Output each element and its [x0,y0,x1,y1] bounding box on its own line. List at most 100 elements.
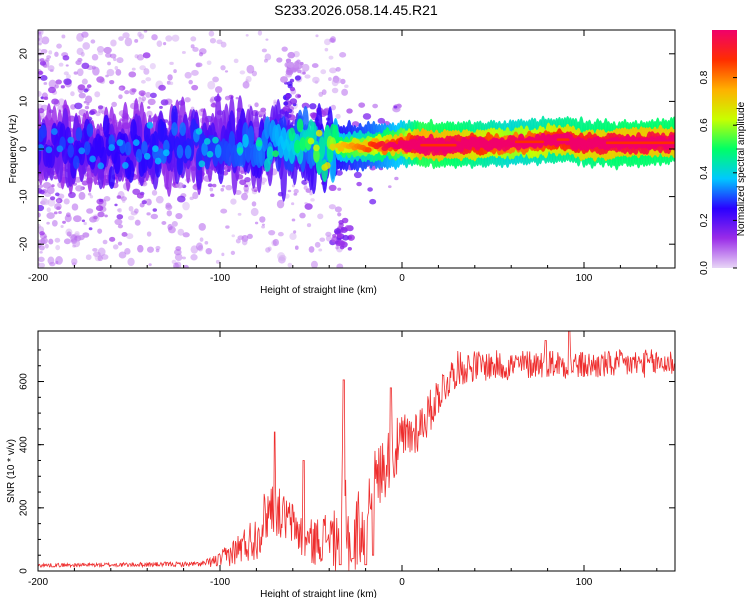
noise-blob [114,218,123,226]
noise-blob [221,252,225,257]
spectrogram-x-axis-label: Height of straight line (km) [260,285,377,296]
signal-band-segment [176,152,184,176]
cluster-blob [289,98,298,105]
noise-blob [127,257,135,267]
noise-blob [155,195,164,204]
noise-blob [173,69,177,74]
noise-blob [76,47,84,56]
signal-band-segment [152,145,159,153]
noise-blob [277,231,284,237]
scatter-blob [244,184,249,188]
noise-blob [293,230,297,234]
scatter-blob [40,96,44,99]
noise-blob [328,77,332,81]
colorbar: 0.0 0.2 0.4 0.6 0.8 [699,30,737,275]
scatter-blob [128,71,137,78]
noise-blob [245,75,252,83]
noise-blob [112,244,119,250]
noise-blob [82,42,91,50]
spectrogram-marks [38,30,675,268]
noise-blob [291,218,296,222]
noise-blob [198,222,206,231]
noise-blob [146,212,151,216]
noise-blob [105,52,112,58]
noise-blob [122,199,126,203]
noise-blob [324,38,331,46]
signal-band-segment [141,140,148,155]
snr-marks [38,331,675,571]
noise-blob [48,79,57,89]
scatter-blob [62,220,66,224]
signal-band-segment [40,124,47,139]
scatter-blob [97,211,105,218]
noise-blob [247,233,253,240]
scatter-blob [369,198,377,205]
scatter-blob [55,192,60,197]
noise-blob [337,212,342,217]
scatter-blob [88,110,95,116]
noise-blob [118,36,124,41]
noise-blob [94,91,101,98]
scatter-blob [138,90,146,97]
noise-blob [250,207,259,217]
snr-axes: -200 -100 0 100 0 200 400 600 [19,330,676,588]
noise-blob [310,260,318,268]
noise-blob [71,258,78,265]
noise-blob [120,196,127,202]
scatter-blob [60,85,65,89]
scatter-blob [304,203,313,210]
noise-blob [85,95,93,104]
noise-blob [81,31,89,38]
noise-blob [265,247,271,253]
noise-blob [334,206,342,213]
scatter-blob [46,212,55,219]
noise-blob [225,184,233,191]
signal-band-segment [378,140,386,147]
scatter-blob [254,189,258,193]
noise-blob [102,239,108,245]
cluster-blob [280,76,288,83]
scatter-blob [121,232,128,237]
scatter-blob [75,60,82,66]
scatter-blob [293,192,298,196]
noise-blob [254,102,259,108]
noise-blob [40,48,48,54]
scatter-blob [42,182,52,189]
scatter-blob [212,183,217,188]
noise-blob [96,45,105,53]
noise-blob [127,215,135,221]
colorbar-tick-label: 0.0 [699,261,710,275]
cluster-blob [285,58,292,63]
signal-band-segment [132,139,140,147]
noise-blob [66,231,72,237]
scatter-blob [38,70,44,75]
scatter-blob [53,176,58,180]
cluster-blob [347,246,352,251]
scatter-blob [165,204,173,210]
scatter-blob [356,181,362,187]
noise-blob [199,237,204,242]
cluster-blob [286,81,293,87]
scatter-blob [147,98,156,106]
noise-blob [55,244,61,251]
scatter-blob [103,46,112,54]
noise-blob [220,41,227,48]
noise-blob [231,234,236,238]
noise-blob [304,74,311,79]
signal-band-segment [86,123,94,138]
noise-blob [61,34,66,39]
noise-blob [146,231,152,237]
noise-blob [234,189,242,196]
scatter-blob [158,84,166,91]
scatter-blob [39,231,45,236]
noise-blob [235,238,241,244]
noise-blob [287,262,293,268]
noise-blob [287,189,292,193]
scatter-blob [58,211,62,215]
signal-band-segment [146,121,154,129]
noise-blob [118,251,127,259]
noise-blob [63,198,70,205]
noise-blob [174,253,183,261]
noise-blob [208,30,215,37]
